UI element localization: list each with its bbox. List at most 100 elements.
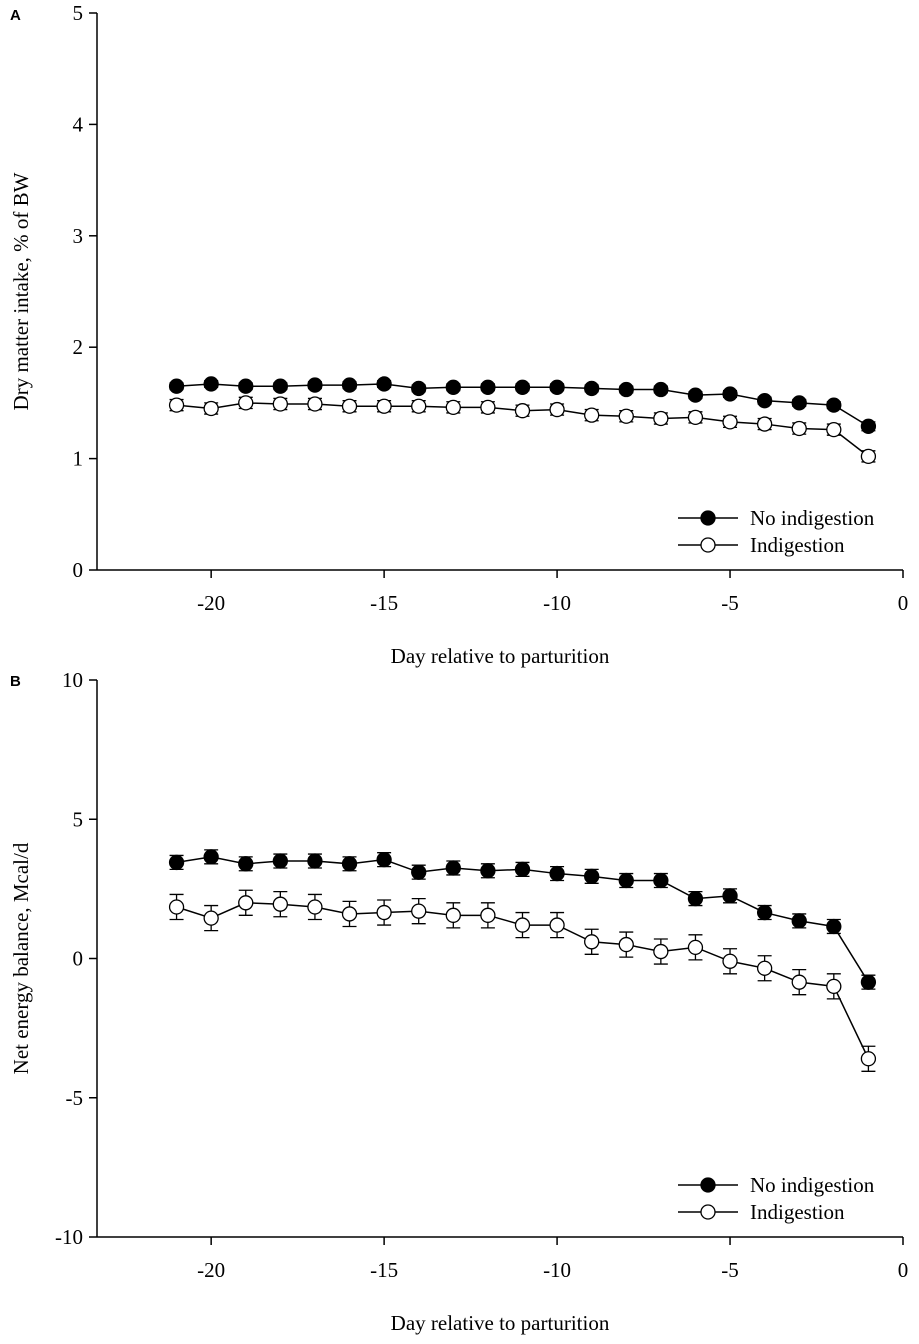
panel-label: A bbox=[10, 7, 21, 24]
data-point bbox=[480, 399, 496, 416]
data-point bbox=[168, 378, 185, 394]
data-point bbox=[272, 853, 288, 869]
data-point bbox=[203, 910, 219, 926]
data-point bbox=[480, 379, 496, 395]
data-point bbox=[272, 396, 288, 412]
y-axis-label: Net energy balance, Mcal/d bbox=[9, 842, 33, 1074]
data-point bbox=[445, 399, 461, 416]
data-point bbox=[376, 398, 392, 414]
legend-marker bbox=[700, 1177, 716, 1193]
legend-label: No indigestion bbox=[750, 1173, 875, 1197]
data-point bbox=[376, 851, 392, 868]
data-point bbox=[584, 380, 600, 397]
data-point bbox=[756, 416, 773, 432]
data-point bbox=[168, 899, 185, 915]
data-point bbox=[307, 396, 323, 412]
data-point bbox=[376, 904, 392, 921]
data-point bbox=[514, 917, 531, 933]
panel-label: B bbox=[10, 673, 21, 690]
y-tick-label: 5 bbox=[73, 1, 84, 25]
data-point bbox=[618, 381, 634, 398]
data-point bbox=[549, 865, 565, 882]
legend-label: Indigestion bbox=[750, 1200, 845, 1224]
y-tick-label: 4 bbox=[73, 112, 84, 136]
legend-marker bbox=[700, 510, 716, 526]
data-point bbox=[722, 386, 738, 402]
data-point bbox=[307, 377, 323, 393]
data-point bbox=[238, 378, 254, 394]
data-point bbox=[341, 377, 358, 393]
data-point bbox=[376, 376, 392, 392]
data-point bbox=[756, 904, 773, 921]
x-tick-label: -10 bbox=[543, 1258, 571, 1282]
y-tick-label: 5 bbox=[73, 807, 84, 831]
data-point bbox=[826, 397, 842, 413]
data-point bbox=[687, 409, 704, 426]
data-point bbox=[480, 863, 496, 879]
legend-label: Indigestion bbox=[750, 533, 845, 557]
data-point bbox=[549, 917, 565, 933]
data-point bbox=[341, 906, 358, 922]
y-tick-label: 2 bbox=[73, 335, 84, 359]
y-tick-label: 10 bbox=[62, 668, 83, 692]
data-point bbox=[687, 939, 704, 956]
y-axis-label: Dry matter intake, % of BW bbox=[9, 172, 33, 410]
data-point bbox=[514, 403, 531, 419]
data-point bbox=[687, 387, 704, 403]
data-point bbox=[687, 890, 704, 907]
data-point bbox=[445, 379, 461, 395]
data-point bbox=[791, 395, 807, 411]
y-tick-label: 1 bbox=[73, 447, 84, 471]
data-point bbox=[618, 408, 634, 424]
x-tick-label: -10 bbox=[543, 591, 571, 615]
data-point bbox=[722, 414, 738, 430]
data-point bbox=[238, 395, 254, 411]
data-point bbox=[826, 978, 842, 994]
data-point bbox=[514, 379, 531, 395]
data-point bbox=[272, 378, 288, 394]
data-point bbox=[549, 379, 565, 395]
data-point bbox=[584, 407, 600, 423]
data-point bbox=[860, 448, 877, 465]
data-point bbox=[860, 418, 877, 434]
data-point bbox=[203, 849, 219, 865]
x-axis-label: Day relative to parturition bbox=[391, 644, 610, 668]
data-point bbox=[618, 936, 634, 953]
data-point bbox=[307, 853, 323, 869]
data-point bbox=[411, 864, 427, 880]
y-tick-label: 3 bbox=[73, 224, 84, 248]
data-point bbox=[791, 420, 807, 437]
data-point bbox=[411, 398, 427, 414]
x-axis-label: Day relative to parturition bbox=[391, 1311, 610, 1335]
y-tick-label: 0 bbox=[73, 947, 84, 971]
x-tick-label: -15 bbox=[370, 591, 398, 615]
data-point bbox=[584, 934, 600, 950]
data-point bbox=[826, 918, 842, 935]
data-point bbox=[238, 856, 254, 872]
data-point bbox=[584, 868, 600, 884]
data-point bbox=[860, 974, 877, 990]
data-point bbox=[653, 410, 669, 427]
data-point bbox=[445, 860, 461, 876]
y-tick-label: -10 bbox=[55, 1225, 83, 1249]
x-tick-label: -15 bbox=[370, 1258, 398, 1282]
data-point bbox=[791, 913, 807, 929]
data-point bbox=[168, 854, 185, 871]
y-tick-label: -5 bbox=[66, 1086, 84, 1110]
data-point bbox=[756, 393, 773, 409]
data-point bbox=[653, 381, 669, 398]
data-point bbox=[307, 899, 323, 915]
data-point bbox=[722, 888, 738, 904]
data-point bbox=[203, 400, 219, 417]
data-point bbox=[341, 398, 358, 414]
data-point bbox=[826, 421, 842, 438]
legend-label: No indigestion bbox=[750, 506, 875, 530]
legend-marker bbox=[700, 1204, 716, 1220]
data-point bbox=[411, 903, 427, 919]
data-point bbox=[653, 872, 669, 889]
data-point bbox=[480, 907, 496, 923]
data-point bbox=[860, 1051, 877, 1067]
data-point bbox=[168, 397, 185, 413]
x-tick-label: -20 bbox=[197, 1258, 225, 1282]
data-point bbox=[756, 960, 773, 976]
